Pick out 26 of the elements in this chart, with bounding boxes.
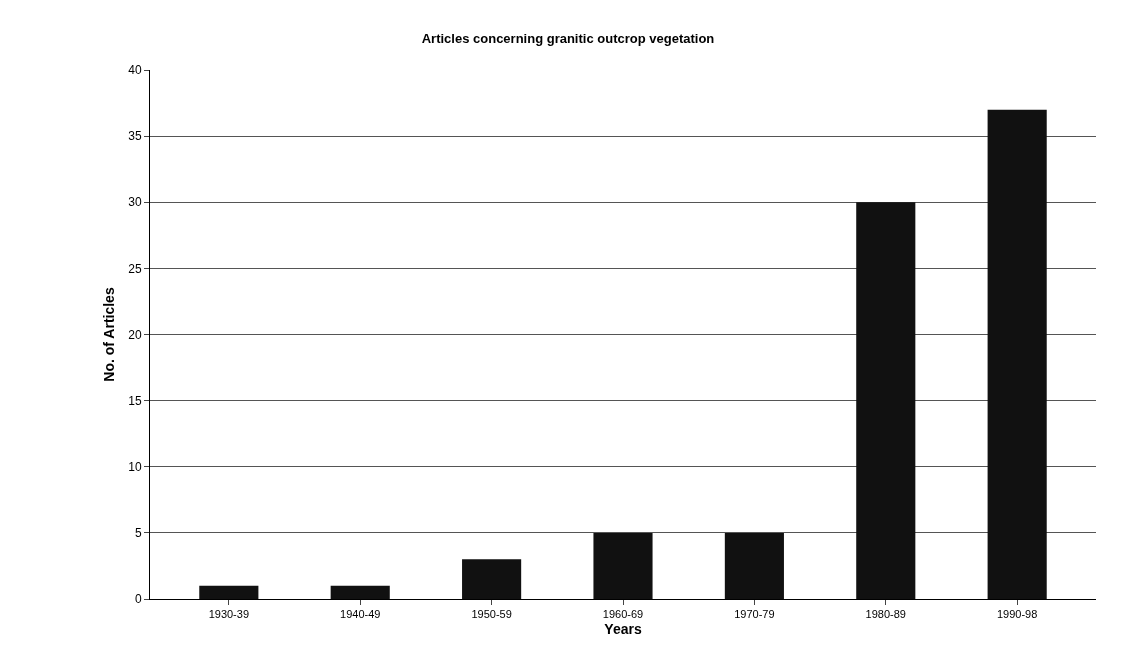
x-tick-label: 1990-98: [996, 608, 1038, 621]
bar: [856, 202, 916, 599]
y-tick-label: 30: [128, 195, 142, 210]
y-tick-label: 15: [128, 393, 142, 408]
chart-title: Articles concerning granitic outcrop vegetation: [421, 30, 715, 46]
y-axis-title: No. of Articles: [100, 287, 117, 382]
x-axis-title: Years: [604, 620, 642, 637]
x-tick-label: 1950-59: [471, 608, 512, 621]
y-tick-label: 25: [128, 261, 142, 276]
x-tick-label: 1960-69: [602, 608, 644, 621]
bar: [199, 585, 259, 599]
y-tick-label: 10: [128, 459, 142, 474]
y-tick-label: 20: [128, 327, 142, 342]
x-tick-label: 1940-49: [340, 608, 381, 621]
bar: [330, 585, 390, 599]
x-tick-label: 1930-39: [208, 608, 250, 621]
y-tick-label: 5: [134, 526, 142, 541]
x-tick-label: 1970-79: [734, 608, 775, 621]
bar: [593, 532, 653, 599]
y-tick-label: 35: [128, 129, 142, 144]
bar: [462, 559, 522, 599]
y-tick-label: 40: [128, 63, 142, 78]
bar: [987, 109, 1047, 599]
bar: [724, 532, 784, 599]
x-tick-label: 1980-89: [865, 608, 906, 621]
y-tick-label: 0: [134, 592, 142, 607]
